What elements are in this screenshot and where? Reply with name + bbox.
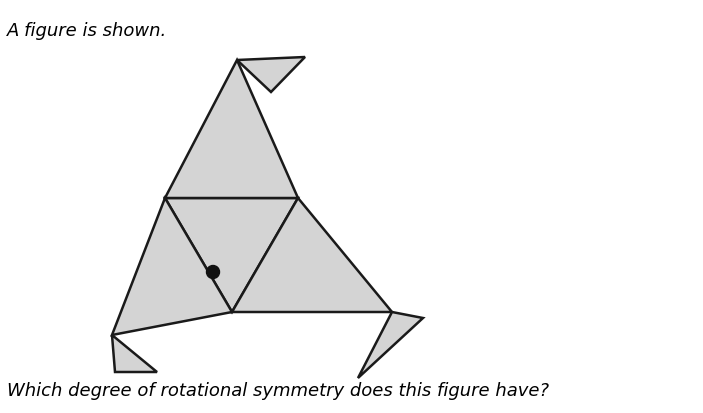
Polygon shape xyxy=(237,57,305,92)
Text: Which degree of rotational symmetry does this figure have?: Which degree of rotational symmetry does… xyxy=(7,382,549,400)
Text: A figure is shown.: A figure is shown. xyxy=(7,22,167,40)
Polygon shape xyxy=(112,335,157,372)
Polygon shape xyxy=(112,198,232,335)
Circle shape xyxy=(207,266,219,278)
Polygon shape xyxy=(358,312,423,378)
Polygon shape xyxy=(165,198,298,312)
Polygon shape xyxy=(232,198,392,312)
Polygon shape xyxy=(165,60,298,198)
